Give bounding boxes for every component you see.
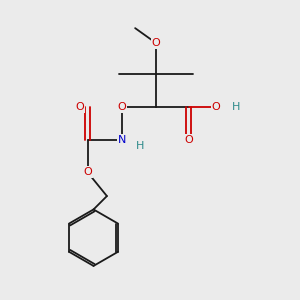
Text: O: O <box>117 102 126 112</box>
Text: H: H <box>135 140 144 151</box>
Text: N: N <box>118 135 126 145</box>
Text: O: O <box>212 102 220 112</box>
Text: H: H <box>232 102 240 112</box>
Text: O: O <box>83 167 92 177</box>
Text: O: O <box>76 102 85 112</box>
Text: O: O <box>152 38 160 48</box>
Text: O: O <box>184 135 193 145</box>
